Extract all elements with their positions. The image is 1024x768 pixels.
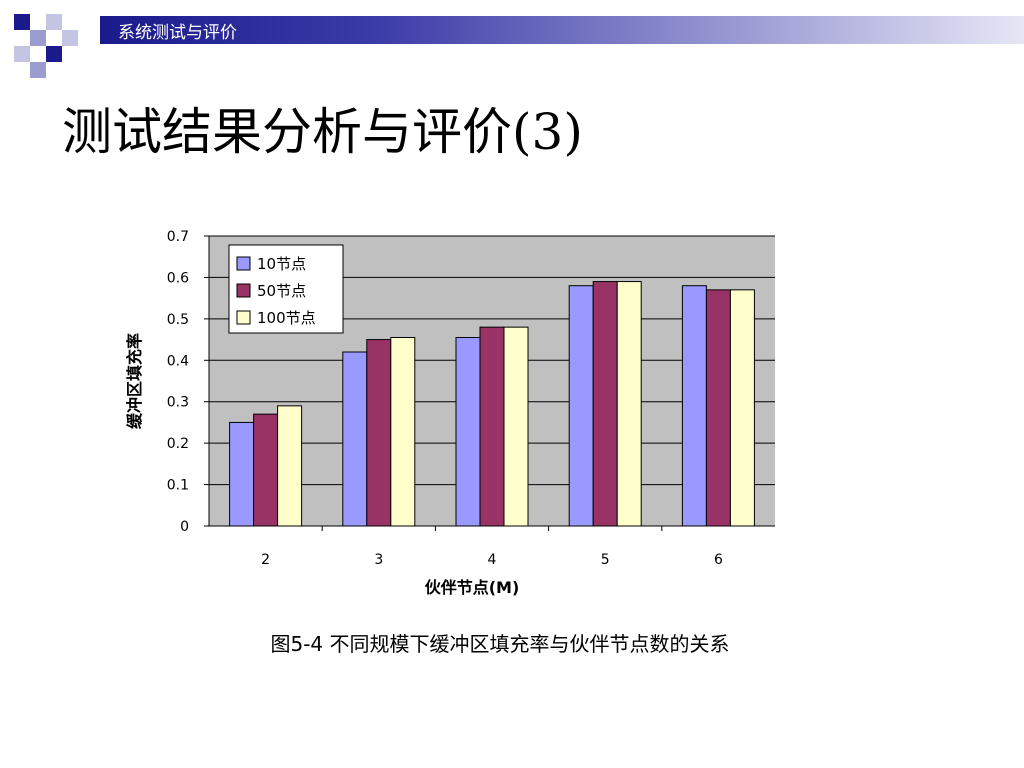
bar (366, 339, 392, 527)
x-tick-label: 5 (601, 552, 610, 568)
y-tick-label: 0.5 (167, 312, 189, 328)
bar (503, 326, 529, 527)
slide-title: 测试结果分析与评价(3) (62, 103, 583, 161)
corner-square-5 (14, 46, 30, 62)
y-axis-label: 缓冲区填充率 (125, 333, 144, 430)
bar (479, 326, 505, 527)
y-tick-label: 0.2 (167, 436, 189, 452)
bar (342, 351, 368, 527)
x-axis-label: 伙伴节点(M) (425, 578, 520, 597)
bar (616, 281, 642, 527)
corner-square-4 (62, 30, 78, 46)
x-tick-label: 6 (714, 552, 723, 568)
legend-label: 100节点 (257, 309, 316, 327)
bar (277, 405, 303, 527)
figure-caption: 图5-4 不同规模下缓冲区填充率与伙伴节点数的关系 (270, 632, 730, 656)
bar (455, 337, 481, 527)
corner-square-7 (30, 62, 46, 78)
bar (705, 289, 731, 527)
legend-label: 10节点 (257, 255, 306, 273)
corner-square-6 (46, 46, 62, 62)
y-tick-label: 0.7 (167, 229, 189, 245)
legend-swatch (236, 310, 251, 325)
y-tick-label: 0.1 (167, 478, 189, 494)
header-title: 系统测试与评价 (118, 23, 237, 43)
legend-swatch (236, 283, 251, 298)
bar (390, 337, 416, 527)
legend-swatch (236, 256, 251, 271)
bar (681, 285, 707, 527)
bar (592, 281, 618, 527)
corner-square-3 (30, 30, 46, 46)
y-tick-label: 0.3 (167, 395, 189, 411)
corner-square-2 (46, 14, 62, 30)
y-tick-label: 0.4 (167, 353, 189, 369)
x-tick-label: 2 (261, 552, 270, 568)
bar (568, 285, 594, 527)
bar (729, 289, 755, 527)
y-tick-label: 0.6 (167, 270, 189, 286)
header-bar (100, 16, 1024, 44)
bar (229, 421, 255, 527)
x-tick-label: 3 (374, 552, 383, 568)
legend-label: 50节点 (257, 282, 306, 300)
corner-square-1 (14, 14, 30, 30)
y-tick-label: 0 (180, 519, 189, 535)
x-tick-label: 4 (488, 552, 497, 568)
bar (253, 413, 279, 527)
